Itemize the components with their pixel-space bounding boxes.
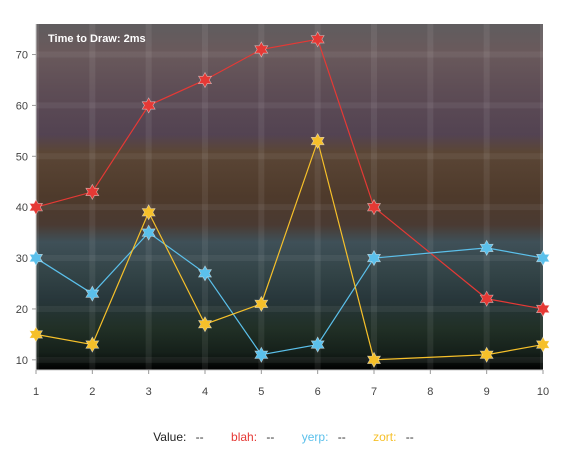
legend-name-yerp: yerp: <box>301 430 329 444</box>
series-layer <box>28 31 551 368</box>
data-point-blah[interactable] <box>141 97 156 114</box>
legend-name-zort: zort: <box>373 430 397 444</box>
data-point-blah[interactable] <box>535 300 551 318</box>
legend-item-zort: zort: -- <box>373 430 414 444</box>
data-point-blah[interactable] <box>85 183 100 201</box>
data-point-zort[interactable] <box>85 336 100 353</box>
x-tick-label: 7 <box>371 386 377 398</box>
x-tick-label: 6 <box>315 386 321 398</box>
data-point-blah[interactable] <box>197 71 213 89</box>
data-point-zort[interactable] <box>366 351 382 368</box>
y-tick-label: 70 <box>16 50 28 62</box>
y-tick-label: 20 <box>16 304 28 316</box>
legend-value-blah: -- <box>266 430 275 444</box>
y-tick-label: 50 <box>16 151 28 163</box>
data-point-yerp[interactable] <box>197 265 213 282</box>
x-tick-label: 9 <box>484 386 490 398</box>
y-tick-label: 10 <box>16 355 28 367</box>
grid <box>33 24 546 370</box>
data-point-zort[interactable] <box>535 336 551 353</box>
data-point-zort[interactable] <box>28 326 44 343</box>
data-point-zort[interactable] <box>479 346 494 363</box>
data-point-blah[interactable] <box>479 290 494 307</box>
x-tick-label: 1 <box>33 386 39 398</box>
legend-value-yerp: -- <box>337 430 346 444</box>
x-tick-label: 3 <box>146 386 152 398</box>
data-point-yerp[interactable] <box>310 336 325 353</box>
legend-item-value: Value: -- <box>153 430 203 444</box>
legend-name-value: Value: <box>153 430 187 444</box>
x-tick-label: 10 <box>537 386 549 398</box>
legend-item-blah: blah: -- <box>231 430 274 444</box>
data-point-zort[interactable] <box>141 204 156 221</box>
x-tick-label: 5 <box>258 386 264 398</box>
legend-value-zort: -- <box>405 430 414 444</box>
data-point-yerp[interactable] <box>535 249 551 267</box>
data-point-yerp[interactable] <box>366 249 382 267</box>
time-to-draw-label: Time to Draw: 2ms <box>48 33 146 45</box>
data-point-yerp[interactable] <box>85 285 100 302</box>
y-tick-label: 30 <box>16 253 28 265</box>
axes: 10 20 30 40 50 60 70 1 2 3 4 5 6 7 8 9 10 <box>16 24 549 398</box>
data-point-blah[interactable] <box>28 199 44 216</box>
x-tick-label: 2 <box>89 386 95 398</box>
data-point-zort[interactable] <box>254 295 269 312</box>
data-point-zort[interactable] <box>310 132 325 150</box>
data-point-zort[interactable] <box>197 316 213 333</box>
plot-background <box>36 24 543 370</box>
y-tick-label: 60 <box>16 100 28 112</box>
data-point-yerp[interactable] <box>28 249 44 267</box>
data-point-yerp[interactable] <box>479 239 494 257</box>
data-point-yerp[interactable] <box>254 346 269 363</box>
x-tick-label: 4 <box>202 386 208 398</box>
legend-item-yerp: yerp: -- <box>302 430 346 444</box>
x-tick-label: 8 <box>427 386 433 398</box>
legend-name-blah: blah: <box>231 430 258 444</box>
data-point-blah[interactable] <box>366 199 382 216</box>
legend: Value: -- blah: -- yerp: -- zort: -- <box>0 430 567 444</box>
legend-value-value: -- <box>195 430 204 444</box>
data-point-blah[interactable] <box>254 41 269 58</box>
data-point-blah[interactable] <box>310 31 325 48</box>
y-tick-label: 40 <box>16 202 28 214</box>
